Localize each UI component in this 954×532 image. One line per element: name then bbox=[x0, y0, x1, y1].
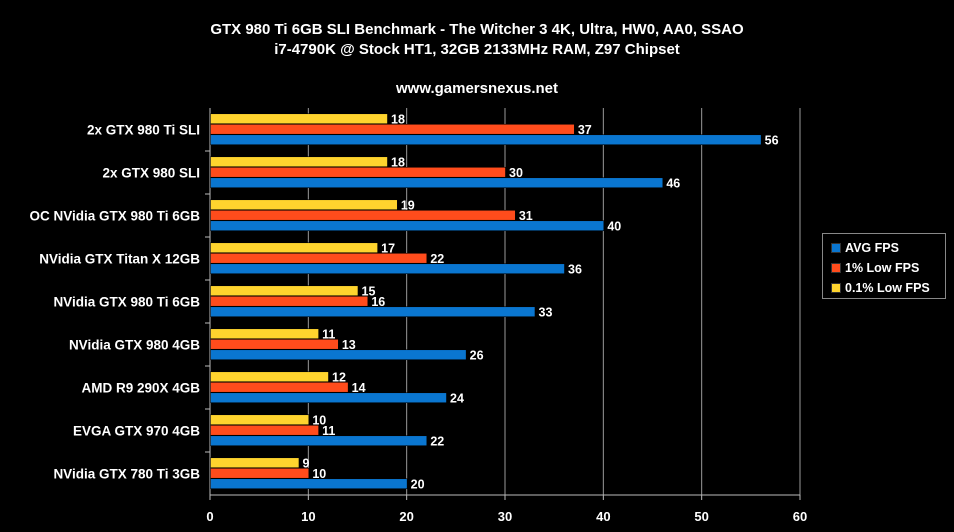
bar bbox=[210, 156, 388, 168]
data-label: 56 bbox=[765, 133, 779, 147]
chart-source: www.gamersnexus.net bbox=[396, 80, 558, 97]
data-label: 46 bbox=[666, 176, 680, 190]
bar bbox=[210, 478, 408, 490]
bar bbox=[210, 220, 605, 232]
data-label: 22 bbox=[430, 434, 444, 448]
data-label: 37 bbox=[578, 123, 592, 137]
chart-legend: AVG FPS 1% Low FPS 0.1% Low FPS bbox=[822, 233, 946, 299]
legend-item-1pct: 1% Low FPS bbox=[831, 258, 945, 278]
data-label: 12 bbox=[332, 370, 346, 384]
data-label: 19 bbox=[401, 198, 415, 212]
bar bbox=[210, 209, 516, 221]
legend-label-01pct: 0.1% Low FPS bbox=[845, 281, 930, 295]
data-label: 18 bbox=[391, 155, 405, 169]
x-tick-label: 30 bbox=[498, 509, 512, 524]
category-label: NVidia GTX Titan X 12GB bbox=[39, 252, 200, 267]
chart-title: GTX 980 Ti 6GB SLI Benchmark - The Witch… bbox=[210, 21, 744, 38]
data-label: 10 bbox=[312, 467, 326, 481]
data-label: 40 bbox=[607, 219, 621, 233]
data-label: 11 bbox=[322, 327, 335, 341]
legend-swatch-01pct bbox=[831, 283, 841, 293]
bar bbox=[210, 306, 536, 318]
data-label: 33 bbox=[539, 305, 553, 319]
legend-label-avg: AVG FPS bbox=[845, 241, 899, 255]
data-label: 36 bbox=[568, 262, 582, 276]
bar bbox=[210, 242, 378, 254]
data-label: 30 bbox=[509, 166, 523, 180]
bar bbox=[210, 134, 762, 146]
x-tick-label: 0 bbox=[206, 509, 213, 524]
legend-swatch-avg bbox=[831, 243, 841, 253]
bar bbox=[210, 381, 349, 393]
bar bbox=[210, 467, 310, 479]
data-label: 20 bbox=[411, 477, 425, 491]
bar bbox=[210, 414, 310, 426]
bar bbox=[210, 349, 467, 361]
x-tick-label: 10 bbox=[301, 509, 315, 524]
legend-item-avg: AVG FPS bbox=[831, 238, 945, 258]
bar bbox=[210, 263, 565, 275]
data-label: 15 bbox=[362, 284, 376, 298]
data-label: 24 bbox=[450, 391, 464, 405]
legend-item-01pct: 0.1% Low FPS bbox=[831, 278, 945, 298]
bar bbox=[210, 424, 319, 436]
bar bbox=[210, 285, 359, 297]
data-label: 13 bbox=[342, 338, 356, 352]
data-label: 18 bbox=[391, 112, 405, 126]
data-label: 26 bbox=[470, 348, 484, 362]
bar bbox=[210, 113, 388, 125]
category-label: EVGA GTX 970 4GB bbox=[73, 424, 200, 439]
data-label: 14 bbox=[352, 381, 366, 395]
data-label: 9 bbox=[303, 456, 310, 470]
data-label: 16 bbox=[371, 295, 385, 309]
bar bbox=[210, 328, 319, 340]
bar bbox=[210, 338, 339, 350]
legend-label-1pct: 1% Low FPS bbox=[845, 261, 920, 275]
bar bbox=[210, 371, 329, 383]
x-tick-label: 40 bbox=[596, 509, 610, 524]
category-label: NVidia GTX 780 Ti 3GB bbox=[53, 467, 200, 482]
data-label: 22 bbox=[430, 252, 444, 266]
category-label: 2x GTX 980 SLI bbox=[102, 166, 200, 181]
bar bbox=[210, 177, 664, 189]
bar bbox=[210, 295, 369, 307]
bar bbox=[210, 435, 428, 447]
data-label: 10 bbox=[312, 413, 326, 427]
x-tick-label: 50 bbox=[694, 509, 708, 524]
bar bbox=[210, 199, 398, 211]
bar bbox=[210, 166, 506, 178]
data-label: 11 bbox=[322, 424, 335, 438]
bar bbox=[210, 392, 447, 404]
x-tick-label: 60 bbox=[793, 509, 807, 524]
bar bbox=[210, 123, 575, 135]
bar bbox=[210, 457, 300, 469]
data-label: 17 bbox=[381, 241, 395, 255]
category-label: NVidia GTX 980 4GB bbox=[69, 338, 200, 353]
legend-swatch-1pct bbox=[831, 263, 841, 273]
category-label: 2x GTX 980 Ti SLI bbox=[87, 123, 200, 138]
x-tick-label: 20 bbox=[399, 509, 413, 524]
category-label: OC NVidia GTX 980 Ti 6GB bbox=[29, 209, 200, 224]
bar bbox=[210, 252, 428, 264]
category-label: AMD R9 290X 4GB bbox=[81, 381, 200, 396]
data-label: 31 bbox=[519, 209, 533, 223]
category-label: NVidia GTX 980 Ti 6GB bbox=[53, 295, 200, 310]
chart-subtitle: i7-4790K @ Stock HT1, 32GB 2133MHz RAM, … bbox=[274, 41, 680, 58]
